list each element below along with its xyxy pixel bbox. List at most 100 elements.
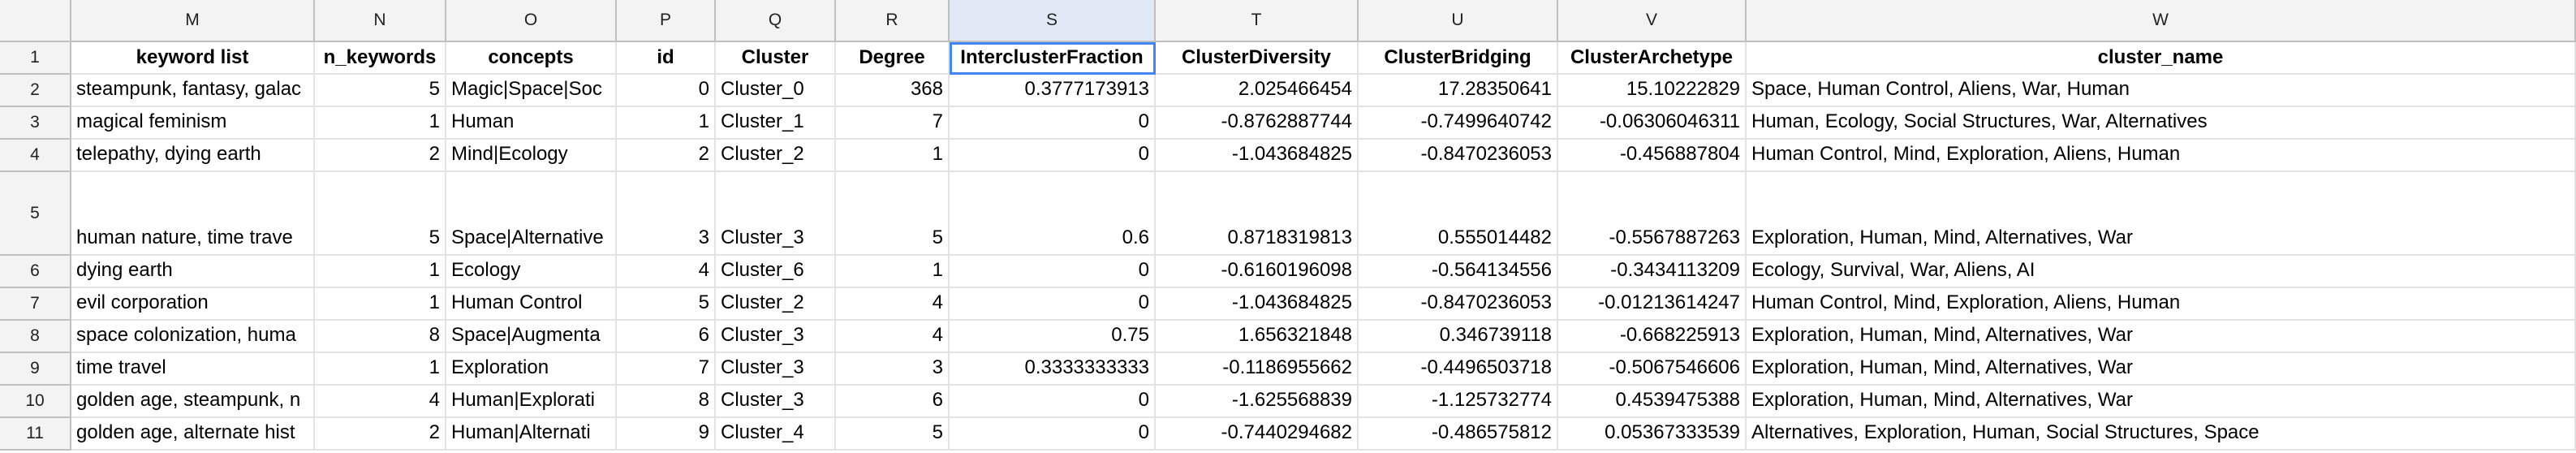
cell-cluster[interactable]: Cluster_3 <box>716 172 836 256</box>
cell-cluster[interactable]: Cluster_3 <box>716 353 836 386</box>
column-header-u[interactable]: U <box>1359 0 1558 42</box>
cell-degree[interactable]: 4 <box>836 288 950 321</box>
cell-keyword-list[interactable]: golden age, alternate hist <box>71 418 315 451</box>
row-number[interactable]: 9 <box>0 353 71 386</box>
cell-cluster-archetype[interactable]: -0.5567887263 <box>1558 172 1747 256</box>
cell-degree[interactable]: 368 <box>836 75 950 107</box>
cell-keyword-list[interactable]: magical feminism <box>71 107 315 140</box>
cell-cluster-archetype[interactable]: -0.456887804 <box>1558 140 1747 172</box>
cell-cluster-archetype[interactable]: 0.05367333539 <box>1558 418 1747 451</box>
cell-cluster[interactable]: Cluster_2 <box>716 140 836 172</box>
cell-cluster-bridging[interactable]: -0.8470236053 <box>1359 288 1558 321</box>
cell-degree[interactable]: 3 <box>836 353 950 386</box>
row-number[interactable]: 1 <box>0 42 71 75</box>
cell-cluster-diversity[interactable]: -1.625568839 <box>1156 386 1359 418</box>
cell-degree[interactable]: 5 <box>836 418 950 451</box>
cell-cluster-name[interactable]: Exploration, Human, Mind, Alternatives, … <box>1747 386 2576 418</box>
cell-keyword-list[interactable]: human nature, time trave <box>71 172 315 256</box>
cell-cluster-name[interactable]: Space, Human Control, Aliens, War, Human <box>1747 75 2576 107</box>
header-cell-id[interactable]: id <box>617 42 716 75</box>
column-header-p[interactable]: P <box>617 0 716 42</box>
column-header-r[interactable]: R <box>836 0 950 42</box>
row-number[interactable]: 8 <box>0 321 71 353</box>
cell-intercluster-fraction[interactable]: 0.75 <box>950 321 1156 353</box>
cell-cluster-archetype[interactable]: 0.4539475388 <box>1558 386 1747 418</box>
cell-cluster-name[interactable]: Exploration, Human, Mind, Alternatives, … <box>1747 353 2576 386</box>
cell-cluster-bridging[interactable]: -0.486575812 <box>1359 418 1558 451</box>
cell-cluster-diversity[interactable]: -0.7440294682 <box>1156 418 1359 451</box>
cell-keyword-list[interactable]: time travel <box>71 353 315 386</box>
column-header-n[interactable]: N <box>315 0 446 42</box>
cell-intercluster-fraction[interactable]: 0.6 <box>950 172 1156 256</box>
header-cell-concepts[interactable]: concepts <box>446 42 617 75</box>
cell-cluster-bridging[interactable]: -0.8470236053 <box>1359 140 1558 172</box>
row-number[interactable]: 5 <box>0 172 71 256</box>
cell-concepts[interactable]: Exploration <box>446 353 617 386</box>
row-number[interactable]: 6 <box>0 256 71 288</box>
cell-intercluster-fraction[interactable]: 0 <box>950 418 1156 451</box>
row-number[interactable]: 3 <box>0 107 71 140</box>
cell-id[interactable]: 3 <box>617 172 716 256</box>
header-cell-intercluster-fraction[interactable]: InterclusterFraction <box>950 42 1156 75</box>
cell-cluster[interactable]: Cluster_1 <box>716 107 836 140</box>
cell-cluster-archetype[interactable]: -0.01213614247 <box>1558 288 1747 321</box>
cell-cluster[interactable]: Cluster_3 <box>716 386 836 418</box>
cell-degree[interactable]: 6 <box>836 386 950 418</box>
cell-id[interactable]: 5 <box>617 288 716 321</box>
cell-cluster-name[interactable]: Ecology, Survival, War, Aliens, AI <box>1747 256 2576 288</box>
column-header-t[interactable]: T <box>1156 0 1359 42</box>
cell-keyword-list[interactable]: evil corporation <box>71 288 315 321</box>
cell-intercluster-fraction[interactable]: 0.3333333333 <box>950 353 1156 386</box>
cell-cluster-bridging[interactable]: 0.555014482 <box>1359 172 1558 256</box>
row-number[interactable]: 10 <box>0 386 71 418</box>
cell-n-keywords[interactable]: 8 <box>315 321 446 353</box>
cell-degree[interactable]: 1 <box>836 140 950 172</box>
cell-cluster-archetype[interactable]: 15.10222829 <box>1558 75 1747 107</box>
cell-cluster-name[interactable]: Alternatives, Exploration, Human, Social… <box>1747 418 2576 451</box>
cell-cluster-bridging[interactable]: -1.125732774 <box>1359 386 1558 418</box>
cell-id[interactable]: 7 <box>617 353 716 386</box>
cell-intercluster-fraction[interactable]: 0.3777173913 <box>950 75 1156 107</box>
header-cell-cluster-name[interactable]: cluster_name <box>1747 42 2576 75</box>
cell-cluster-archetype[interactable]: -0.3434113209 <box>1558 256 1747 288</box>
cell-cluster-archetype[interactable]: -0.668225913 <box>1558 321 1747 353</box>
cell-cluster-diversity[interactable]: -1.043684825 <box>1156 140 1359 172</box>
cell-cluster-diversity[interactable]: -1.043684825 <box>1156 288 1359 321</box>
column-header-v[interactable]: V <box>1558 0 1747 42</box>
cell-cluster[interactable]: Cluster_6 <box>716 256 836 288</box>
cell-concepts[interactable]: Ecology <box>446 256 617 288</box>
cell-n-keywords[interactable]: 1 <box>315 256 446 288</box>
cell-n-keywords[interactable]: 2 <box>315 418 446 451</box>
cell-cluster-diversity[interactable]: -0.6160196098 <box>1156 256 1359 288</box>
cell-cluster-diversity[interactable]: 0.8718319813 <box>1156 172 1359 256</box>
row-number[interactable]: 4 <box>0 140 71 172</box>
cell-cluster-name[interactable]: Exploration, Human, Mind, Alternatives, … <box>1747 172 2576 256</box>
cell-cluster-bridging[interactable]: -0.7499640742 <box>1359 107 1558 140</box>
cell-concepts[interactable]: Human|Alternati <box>446 418 617 451</box>
cell-cluster-diversity[interactable]: -0.1186955662 <box>1156 353 1359 386</box>
cell-cluster[interactable]: Cluster_0 <box>716 75 836 107</box>
cell-n-keywords[interactable]: 5 <box>315 172 446 256</box>
cell-concepts[interactable]: Mind|Ecology <box>446 140 617 172</box>
cell-n-keywords[interactable]: 4 <box>315 386 446 418</box>
cell-n-keywords[interactable]: 5 <box>315 75 446 107</box>
cell-n-keywords[interactable]: 1 <box>315 353 446 386</box>
cell-concepts[interactable]: Space|Augmenta <box>446 321 617 353</box>
cell-cluster-diversity[interactable]: 1.656321848 <box>1156 321 1359 353</box>
cell-id[interactable]: 9 <box>617 418 716 451</box>
cell-cluster-archetype[interactable]: -0.06306046311 <box>1558 107 1747 140</box>
header-cell-cluster[interactable]: Cluster <box>716 42 836 75</box>
cell-cluster-name[interactable]: Human Control, Mind, Exploration, Aliens… <box>1747 288 2576 321</box>
select-all-corner[interactable] <box>0 0 71 42</box>
cell-id[interactable]: 0 <box>617 75 716 107</box>
cell-cluster-diversity[interactable]: -0.8762887744 <box>1156 107 1359 140</box>
cell-keyword-list[interactable]: dying earth <box>71 256 315 288</box>
column-header-q[interactable]: Q <box>716 0 836 42</box>
column-header-w[interactable]: W <box>1747 0 2576 42</box>
cell-keyword-list[interactable]: space colonization, huma <box>71 321 315 353</box>
cell-cluster-bridging[interactable]: -0.4496503718 <box>1359 353 1558 386</box>
cell-id[interactable]: 6 <box>617 321 716 353</box>
cell-intercluster-fraction[interactable]: 0 <box>950 288 1156 321</box>
cell-cluster-archetype[interactable]: -0.5067546606 <box>1558 353 1747 386</box>
cell-cluster[interactable]: Cluster_3 <box>716 321 836 353</box>
